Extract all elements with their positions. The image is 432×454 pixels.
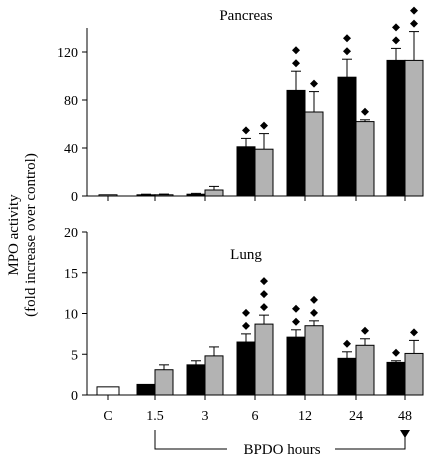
significance-marker <box>392 23 400 32</box>
significance-marker <box>310 79 318 88</box>
significance-marker <box>361 107 369 116</box>
bar-series-1 <box>136 383 156 396</box>
significance-marker <box>292 304 300 313</box>
bar-series-2 <box>404 59 424 197</box>
y-tick-label: 0 <box>71 190 78 205</box>
significance-marker <box>242 308 250 317</box>
significance-marker <box>260 121 268 130</box>
bar-series-1 <box>136 194 156 197</box>
significance-marker <box>260 303 268 312</box>
y-tick-label: 20 <box>64 226 78 241</box>
bar-series-2 <box>254 148 274 197</box>
significance-marker <box>410 328 418 337</box>
significance-marker <box>292 46 300 55</box>
bar-series-1 <box>286 336 306 396</box>
bar-series-2 <box>204 189 224 197</box>
y-tick-label: 80 <box>64 94 78 109</box>
significance-marker <box>343 339 351 348</box>
x-tick-label: 3 <box>202 409 209 424</box>
bar-series-1 <box>386 59 406 197</box>
bar-series-1 <box>236 341 256 396</box>
bar-series-1 <box>186 193 206 197</box>
y-axis-label-line2: (fold increase over control) <box>23 153 39 317</box>
bar-series-2 <box>254 323 274 396</box>
x-tick-label: 48 <box>398 409 412 424</box>
bar-series-1 <box>286 89 306 197</box>
significance-marker <box>361 326 369 335</box>
significance-marker <box>392 348 400 357</box>
significance-marker <box>292 317 300 326</box>
significance-marker <box>260 290 268 299</box>
x-tick-label: 12 <box>298 409 312 424</box>
bar-series-2 <box>154 369 174 396</box>
significance-marker <box>310 295 318 304</box>
x-axis-label: BPDO hours <box>243 442 320 454</box>
bar-series-2 <box>304 325 324 396</box>
bar-series-1 <box>386 361 406 396</box>
significance-marker <box>242 126 250 135</box>
significance-marker <box>392 36 400 45</box>
significance-marker <box>292 59 300 68</box>
bar-series-1 <box>186 364 206 396</box>
significance-marker <box>242 321 250 330</box>
bar-series-2 <box>154 194 174 197</box>
bar-series-1 <box>337 76 357 197</box>
x-tick-label: 6 <box>252 409 259 424</box>
y-tick-label: 0 <box>71 389 78 404</box>
y-tick-label: 40 <box>64 142 78 157</box>
bar-series-2 <box>355 344 375 396</box>
bar-series-2 <box>304 111 324 197</box>
y-axis-label-line1: MPO activity <box>6 194 22 276</box>
bar-control <box>98 194 118 197</box>
bpdo-arrowhead <box>400 430 410 438</box>
y-tick-label: 5 <box>71 348 78 363</box>
pancreas-title: Pancreas <box>219 8 272 24</box>
lung-chart: 0 5 10 15 20 C 1.5 3 6 12 24 48 <box>64 226 424 424</box>
y-tick-label: 120 <box>57 46 78 61</box>
y-tick-label: 10 <box>64 308 78 323</box>
x-tick-label: 24 <box>349 409 363 424</box>
bpdo-label-bg <box>227 440 335 454</box>
significance-marker <box>260 277 268 286</box>
x-tick-label: 1.5 <box>146 409 164 424</box>
bar-series-2 <box>404 352 424 396</box>
significance-marker <box>310 308 318 317</box>
x-tick-label: C <box>103 409 112 424</box>
significance-marker <box>343 34 351 43</box>
bar-series-2 <box>355 121 375 197</box>
y-tick-label: 15 <box>64 267 78 282</box>
significance-marker <box>343 47 351 56</box>
bar-control <box>96 386 120 396</box>
bar-series-1 <box>236 146 256 197</box>
significance-marker <box>410 19 418 28</box>
lung-title: Lung <box>230 247 262 263</box>
bar-series-1 <box>337 357 357 396</box>
significance-marker <box>410 6 418 15</box>
pancreas-chart: 0 40 80 120 <box>57 6 424 205</box>
bar-series-2 <box>204 355 224 396</box>
